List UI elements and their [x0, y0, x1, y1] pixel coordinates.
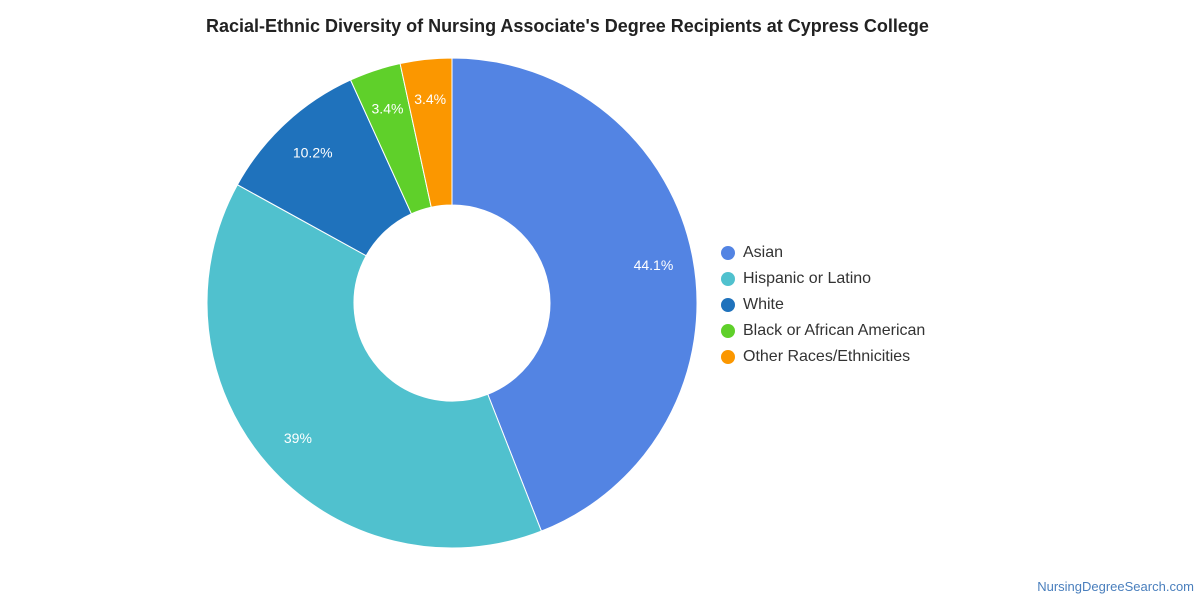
slice-other-races-ethnicities[interactable] — [399, 57, 453, 208]
data-label-black-or-african-american: 3.4% — [372, 100, 404, 116]
data-label-white: 10.2% — [293, 145, 333, 161]
data-label-other-races-ethnicities: 3.4% — [414, 91, 446, 107]
slice-asian[interactable] — [451, 57, 698, 532]
source-link[interactable]: NursingDegreeSearch.com — [1037, 579, 1194, 594]
legend-label: Black or African American — [743, 322, 926, 339]
data-label-hispanic-or-latino: 39% — [284, 430, 312, 446]
legend-label: Asian — [743, 244, 784, 261]
legend-swatch-icon — [721, 350, 735, 364]
legend-label: Other Races/Ethnicities — [743, 348, 911, 365]
legend-item-white[interactable]: White — [721, 292, 925, 318]
slice-hispanic-or-latino[interactable] — [206, 184, 543, 549]
legend-swatch-icon — [721, 324, 735, 338]
chart-legend: Asian Hispanic or Latino White Black or Afr… — [721, 240, 925, 370]
legend-item-black-or-african-american[interactable]: Black or African American — [721, 318, 925, 344]
chart-title: Racial-Ethnic Diversity of Nursing Assoc… — [206, 16, 929, 36]
legend-item-asian[interactable]: Asian — [721, 240, 925, 266]
legend-label: White — [743, 296, 784, 313]
data-label-asian: 44.1% — [634, 257, 674, 273]
slice-white[interactable] — [236, 79, 413, 257]
legend-swatch-icon — [721, 246, 735, 260]
legend-item-other-races-ethnicities[interactable]: Other Races/Ethnicities — [721, 344, 925, 370]
legend-item-hispanic-or-latino[interactable]: Hispanic or Latino — [721, 266, 925, 292]
legend-swatch-icon — [721, 298, 735, 312]
legend-swatch-icon — [721, 272, 735, 286]
legend-label: Hispanic or Latino — [743, 270, 872, 287]
